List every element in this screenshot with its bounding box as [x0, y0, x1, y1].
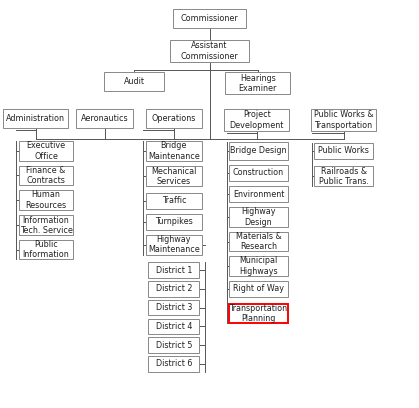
Text: Mechanical
Services: Mechanical Services: [151, 166, 197, 186]
Text: Railroads &
Public Trans.: Railroads & Public Trans.: [318, 166, 369, 186]
Text: Public Works &
Transportation: Public Works & Transportation: [314, 110, 373, 130]
FancyBboxPatch shape: [229, 232, 288, 251]
FancyBboxPatch shape: [146, 109, 202, 128]
Text: Assistant
Commissioner: Assistant Commissioner: [181, 41, 238, 61]
Text: Highway
Maintenance: Highway Maintenance: [148, 235, 200, 255]
FancyBboxPatch shape: [229, 186, 288, 202]
FancyBboxPatch shape: [19, 166, 73, 185]
FancyBboxPatch shape: [229, 256, 288, 276]
Text: District 1: District 1: [156, 266, 192, 275]
Text: Commissioner: Commissioner: [181, 14, 238, 23]
Text: District 2: District 2: [155, 284, 192, 293]
Text: Bridge Design: Bridge Design: [230, 146, 287, 155]
FancyBboxPatch shape: [77, 109, 133, 128]
Text: District 4: District 4: [156, 322, 192, 331]
FancyBboxPatch shape: [19, 190, 73, 210]
FancyBboxPatch shape: [173, 9, 246, 28]
Text: Municipal
Highways: Municipal Highways: [239, 256, 278, 276]
FancyBboxPatch shape: [104, 72, 164, 91]
FancyBboxPatch shape: [3, 109, 68, 128]
FancyBboxPatch shape: [229, 304, 288, 323]
Text: Environment: Environment: [233, 190, 284, 199]
FancyBboxPatch shape: [314, 143, 373, 159]
FancyBboxPatch shape: [146, 141, 202, 161]
Text: Information
Tech. Service: Information Tech. Service: [20, 215, 72, 235]
Text: Administration: Administration: [6, 114, 65, 123]
FancyBboxPatch shape: [146, 235, 202, 255]
FancyBboxPatch shape: [19, 240, 73, 259]
FancyBboxPatch shape: [19, 215, 73, 235]
Text: Right of Way: Right of Way: [233, 284, 284, 293]
Text: Operations: Operations: [152, 114, 196, 123]
Text: Project
Development: Project Development: [230, 110, 284, 130]
FancyBboxPatch shape: [311, 109, 376, 131]
Text: Turnpikes: Turnpikes: [155, 217, 193, 226]
Text: Executive
Office: Executive Office: [26, 141, 66, 161]
Text: Transportation
Planning: Transportation Planning: [230, 304, 287, 323]
Text: Hearings
Examiner: Hearings Examiner: [238, 73, 277, 93]
FancyBboxPatch shape: [229, 142, 288, 160]
Text: Finance &
Contracts: Finance & Contracts: [26, 166, 66, 185]
FancyBboxPatch shape: [148, 262, 199, 278]
Text: District 6: District 6: [156, 359, 192, 368]
FancyBboxPatch shape: [19, 141, 73, 161]
Text: District 5: District 5: [155, 341, 192, 350]
Text: Aeronautics: Aeronautics: [81, 114, 129, 123]
Text: Human
Resources: Human Resources: [26, 190, 67, 210]
FancyBboxPatch shape: [170, 40, 249, 62]
Text: Public Works: Public Works: [318, 146, 369, 155]
Text: District 3: District 3: [156, 303, 192, 312]
Text: Audit: Audit: [124, 77, 145, 86]
FancyBboxPatch shape: [225, 72, 290, 95]
FancyBboxPatch shape: [225, 109, 289, 131]
Text: Public
Information: Public Information: [23, 240, 70, 259]
FancyBboxPatch shape: [146, 214, 202, 230]
FancyBboxPatch shape: [229, 207, 288, 227]
FancyBboxPatch shape: [229, 281, 288, 297]
FancyBboxPatch shape: [146, 166, 202, 186]
Text: Bridge
Maintenance: Bridge Maintenance: [148, 141, 200, 161]
FancyBboxPatch shape: [229, 165, 288, 181]
FancyBboxPatch shape: [148, 356, 199, 372]
Text: Highway
Design: Highway Design: [241, 207, 276, 227]
FancyBboxPatch shape: [148, 319, 199, 334]
FancyBboxPatch shape: [148, 281, 199, 297]
Text: Traffic: Traffic: [162, 196, 186, 205]
Text: Construction: Construction: [233, 169, 284, 177]
FancyBboxPatch shape: [148, 337, 199, 353]
FancyBboxPatch shape: [314, 166, 373, 186]
FancyBboxPatch shape: [146, 193, 202, 209]
Text: Materials &
Research: Materials & Research: [235, 232, 282, 251]
FancyBboxPatch shape: [148, 300, 199, 315]
